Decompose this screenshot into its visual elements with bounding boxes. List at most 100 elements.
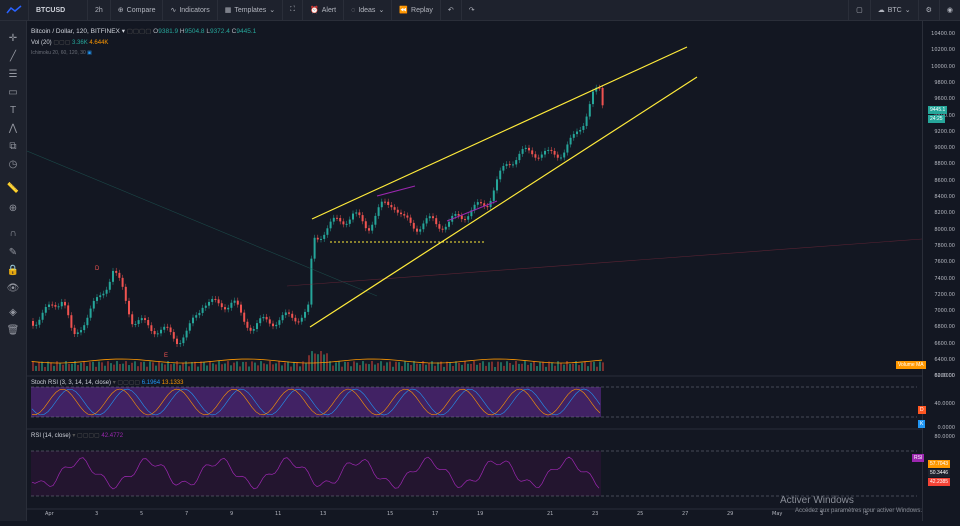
rectangle-icon[interactable]: ▭ — [8, 86, 18, 98]
fullscreen-button[interactable]: ⛶ — [283, 0, 304, 20]
magnet-icon[interactable]: ∩ — [9, 227, 17, 239]
alarm-clock-icon: ⏰ — [310, 7, 319, 14]
lower-trendline[interactable] — [309, 76, 698, 328]
trash-icon[interactable]: 🗑 — [6, 324, 20, 336]
volume-bar — [593, 361, 595, 371]
purple-line-1[interactable] — [376, 185, 416, 197]
text-icon[interactable]: T — [9, 104, 17, 116]
volume-bar — [50, 362, 52, 371]
volume-bar — [182, 362, 184, 371]
volume-bar — [464, 361, 466, 371]
volume-bar — [401, 366, 403, 371]
horizontal-lines-icon[interactable]: ☰ — [8, 68, 18, 80]
volume-bar — [365, 363, 367, 371]
ruler-icon[interactable]: 📏 — [6, 182, 20, 194]
volume-bar — [263, 363, 265, 371]
rsi-toggles[interactable]: ▾ ▢▢▢▢ — [72, 433, 100, 439]
volume-bar — [524, 361, 526, 371]
prediction-icon[interactable]: ⧉ — [9, 140, 17, 152]
layers-icon[interactable]: ◈ — [9, 306, 17, 318]
volume-bar — [458, 362, 460, 371]
currency-button[interactable]: ☁ BTC ⌄ — [871, 0, 919, 20]
time-tick: 11 — [275, 511, 282, 517]
volume-bar — [410, 365, 412, 371]
volume-bar — [440, 361, 442, 371]
compare-button[interactable]: ⊕ Compare — [111, 0, 164, 20]
legend-toggles[interactable]: ▢▢▢▢ — [126, 28, 152, 35]
volume-bar — [602, 362, 604, 371]
volume-bar — [314, 353, 316, 371]
purple-line-2[interactable] — [446, 200, 498, 222]
pattern-icon[interactable]: ⋀ — [8, 122, 18, 134]
indicators-button[interactable]: ∿ Indicators — [163, 0, 218, 20]
app-logo[interactable] — [0, 0, 29, 20]
replay-button[interactable]: ⏪ Replay — [392, 0, 441, 20]
square-icon: ▢ — [856, 7, 863, 14]
volume-bar — [227, 361, 229, 371]
volume-ma-line — [31, 358, 603, 364]
interval-label: 2h — [95, 6, 103, 14]
price-chart[interactable]: D E — [26, 21, 923, 521]
eye-icon[interactable]: 👁 — [6, 282, 20, 294]
volume-bar — [329, 361, 331, 371]
high-value: 9504.8 — [184, 28, 205, 35]
volume-bar — [257, 365, 259, 371]
countdown-tag: 24:25 — [928, 115, 945, 123]
vol-value-b: 4.644K — [89, 40, 109, 46]
stoch-band — [31, 387, 601, 417]
price-tick: 10200.00 — [931, 47, 955, 54]
volume-bar — [110, 363, 112, 371]
settings-button[interactable]: ⚙ — [919, 0, 940, 20]
lock-icon[interactable]: 🔒 — [6, 264, 20, 276]
vol-toggles[interactable]: ▢▢▢ — [53, 40, 71, 46]
time-tick: 15 — [387, 511, 394, 517]
l-label: L — [206, 28, 210, 35]
volume-bar — [278, 361, 280, 371]
ichimoku-legend: Ichimoku 20, 60, 120, 30 ▣ — [31, 50, 92, 56]
volume-bar — [32, 361, 34, 371]
close-value: 9445.1 — [236, 28, 257, 35]
ichimoku-settings-icon[interactable]: ▣ — [87, 50, 92, 56]
camera-icon: ◉ — [946, 7, 953, 14]
volume-bar — [548, 361, 550, 371]
time-tick: 5 — [865, 511, 869, 517]
volume-bar — [83, 361, 85, 371]
pencil-lock-icon[interactable]: ✎ — [8, 246, 18, 258]
volume-bar — [167, 361, 169, 371]
rsi-legend: RSI (14, close) ▾ ▢▢▢▢ 42.4772 — [31, 432, 123, 439]
templates-button[interactable]: ▦ Templates ⌄ — [218, 0, 284, 20]
chart-area[interactable]: D E Bitcoin / Dollar, 120, BITFINEX ▾ ▢▢… — [26, 21, 923, 521]
clock-icon[interactable]: ◷ — [8, 158, 18, 170]
zoom-in-icon[interactable]: ⊕ — [8, 202, 18, 214]
price-tick: 7000.00 — [934, 308, 955, 315]
volume-bar — [191, 361, 193, 371]
volume-bar — [482, 361, 484, 371]
chevron-down-icon[interactable]: ▾ — [121, 28, 125, 35]
volume-bar — [584, 361, 586, 371]
volume-bar — [236, 361, 238, 371]
crosshair-icon[interactable]: ✛ — [8, 32, 18, 44]
volume-bar — [272, 364, 274, 371]
marker-d: D — [95, 266, 100, 272]
symbol-search[interactable]: BTCUSD — [29, 0, 88, 20]
alert-button[interactable]: ⏰ Alert — [303, 0, 345, 20]
volume-bar — [509, 362, 511, 371]
redo-button[interactable]: ↷ — [462, 0, 482, 20]
stoch-k-tag: K — [918, 420, 926, 428]
price-axis[interactable]: 10400.00 10200.00 10000.00 9800.00 9600.00 94… — [922, 21, 960, 521]
upper-trendline[interactable] — [311, 46, 688, 220]
ichimoku-line — [26, 150, 378, 297]
volume-bar — [383, 365, 385, 371]
logo-icon — [6, 5, 22, 14]
layout-button[interactable]: ▢ — [848, 0, 871, 20]
rsi-tag-a: 57.7043 — [928, 460, 951, 468]
trendline-icon[interactable]: ╱ — [9, 50, 17, 62]
stoch-toggles[interactable]: ▾ ▢▢▢▢ — [112, 380, 141, 386]
templates-label: Templates — [234, 6, 267, 14]
ideas-button[interactable]: ◌ Ideas ⌄ — [344, 0, 393, 20]
volume-bar — [302, 361, 304, 371]
volume-bar — [152, 362, 154, 371]
undo-button[interactable]: ↶ — [441, 0, 462, 20]
snapshot-button[interactable]: ◉ — [940, 0, 960, 20]
interval-button[interactable]: 2h — [88, 0, 111, 20]
